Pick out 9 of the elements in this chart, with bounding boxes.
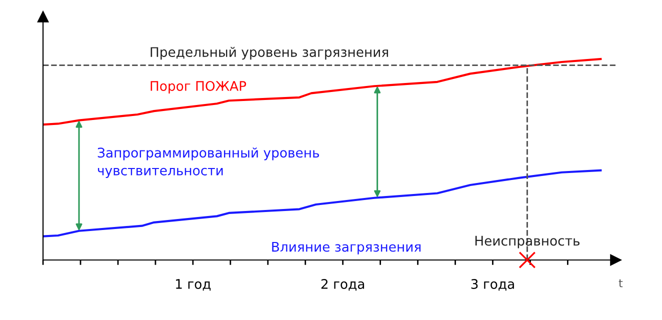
annotation: Запрограммированный уровень чувствительности: [98, 148, 320, 178]
series-label: Порог ПОЖАР: [150, 80, 246, 94]
text: Влияние загрязнения: [272, 242, 421, 254]
x-tick-label: 1 год: [176, 279, 211, 291]
ref-line-label: Предельный уровень загрязнения: [150, 46, 388, 60]
x-axis-title: t: [618, 279, 623, 288]
ref-line-label: Неисправность: [475, 236, 580, 248]
x-tick-label: 2 года: [321, 278, 364, 291]
x-tick-label: 3 года: [471, 278, 514, 291]
